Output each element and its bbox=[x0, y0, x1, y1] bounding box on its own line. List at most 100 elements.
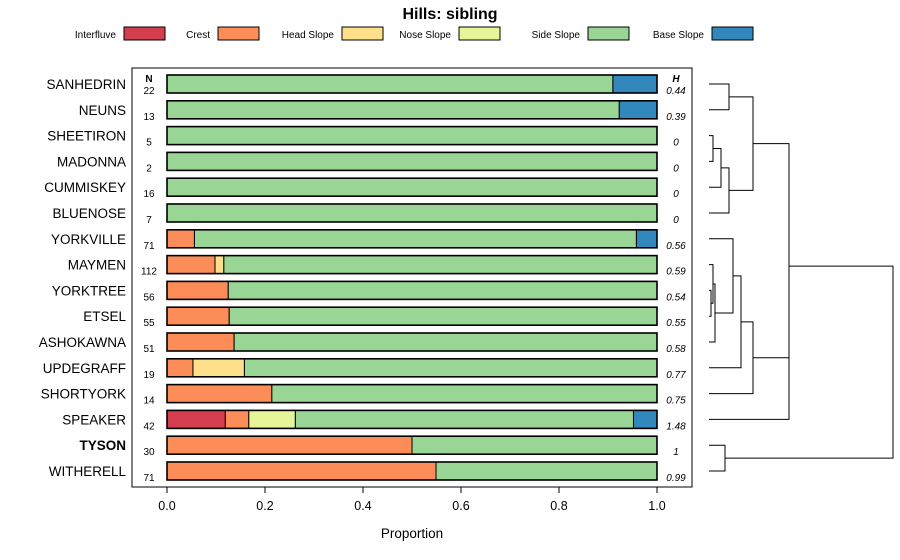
bar-segment-sanhedrin-base-slope bbox=[612, 74, 658, 94]
dendrogram-branch bbox=[709, 83, 730, 111]
bar-outline-yorkville bbox=[166, 229, 658, 249]
row-label-sheetiron: SHEETIRON bbox=[47, 129, 126, 144]
bar-row-witherell: WITHERELL 71 0.99 bbox=[49, 461, 686, 484]
bar-row-yorktree: YORKTREE 56 0.54 bbox=[52, 280, 686, 303]
row-label-yorkville: YORKVILLE bbox=[51, 232, 126, 247]
row-label-shortyork: SHORTYORK bbox=[41, 387, 126, 402]
legend-label-nose-slope: Nose Slope bbox=[399, 30, 451, 41]
bar-outline-sanhedrin bbox=[166, 74, 658, 94]
bar-segment-yorktree-side-slope bbox=[227, 280, 658, 300]
bar-outline-ashokawna bbox=[166, 332, 658, 352]
n-value-updegraff: 19 bbox=[143, 370, 155, 381]
bar-segment-speaker-crest bbox=[224, 409, 250, 429]
bar-outline-yorktree bbox=[166, 280, 658, 301]
bar-segment-etsel-crest bbox=[166, 306, 230, 326]
bar-row-ashokawna: ASHOKAWNA 51 0.58 bbox=[39, 332, 686, 355]
bar-segment-ashokawna-crest bbox=[166, 332, 235, 352]
bar-segment-yorkville-base-slope bbox=[635, 229, 658, 249]
n-value-yorktree: 56 bbox=[143, 292, 155, 303]
row-label-updegraff: UPDEGRAFF bbox=[43, 361, 126, 376]
bar-outline-cummiskey bbox=[166, 177, 658, 197]
n-value-yorkville: 71 bbox=[143, 241, 155, 252]
h-value-cummiskey: 0 bbox=[673, 189, 679, 200]
bar-row-neuns: NEUNS 13 0.39 bbox=[79, 100, 686, 123]
bar-outline-maymen bbox=[166, 254, 658, 275]
row-label-maymen: MAYMEN bbox=[68, 258, 126, 273]
h-value-shortyork: 0.75 bbox=[666, 396, 686, 407]
x-tick-label: 0.8 bbox=[550, 499, 567, 513]
h-value-ashokawna: 0.58 bbox=[666, 344, 686, 355]
bar-segment-neuns-side-slope bbox=[166, 100, 620, 120]
dendrogram-branch bbox=[725, 265, 894, 459]
h-value-neuns: 0.39 bbox=[666, 112, 686, 123]
bar-segment-maymen-side-slope bbox=[223, 255, 658, 275]
bar-row-cummiskey: CUMMISKEY 16 0 bbox=[44, 177, 679, 200]
dendrogram-branch bbox=[709, 444, 726, 472]
n-value-madonna: 2 bbox=[146, 163, 152, 174]
dendrogram-branch bbox=[709, 289, 712, 317]
bar-outline-updegraff bbox=[166, 357, 658, 378]
bar-row-yorkville: YORKVILLE 71 0.56 bbox=[51, 229, 686, 252]
h-value-tyson: 1 bbox=[673, 447, 679, 458]
legend-label-base-slope: Base Slope bbox=[653, 30, 705, 41]
bar-segment-yorkville-crest bbox=[166, 229, 195, 249]
x-axis: 0.0 0.2 0.4 0.6 0.8 1.0 bbox=[158, 487, 666, 513]
bar-segment-tyson-crest bbox=[166, 435, 413, 455]
plot-panel bbox=[131, 67, 693, 488]
chart-title: Hills: sibling bbox=[402, 6, 497, 23]
n-value-witherell: 71 bbox=[143, 473, 155, 484]
bar-outline-neuns bbox=[166, 100, 658, 120]
dendrogram-branch bbox=[709, 283, 716, 343]
row-label-speaker: SPEAKER bbox=[62, 412, 126, 427]
bar-segment-shortyork-crest bbox=[166, 384, 273, 404]
bar-segment-speaker-interfluve bbox=[166, 409, 226, 429]
n-value-tyson: 30 bbox=[143, 447, 155, 458]
bar-outline-madonna bbox=[166, 151, 658, 172]
row-label-tyson: TYSON bbox=[79, 438, 126, 453]
bar-row-tyson: TYSON 30 1 bbox=[79, 435, 679, 458]
h-value-madonna: 0 bbox=[673, 163, 679, 174]
x-tick-label: 1.0 bbox=[648, 499, 665, 513]
bar-segment-neuns-base-slope bbox=[618, 100, 658, 120]
legend-swatch-side-slope bbox=[587, 26, 630, 41]
n-value-sheetiron: 5 bbox=[146, 138, 152, 149]
row-label-etsel: ETSEL bbox=[83, 309, 126, 324]
bar-segment-maymen-crest bbox=[166, 255, 216, 275]
bar-segment-witherell-crest bbox=[166, 461, 437, 481]
bar-segment-shortyork-side-slope bbox=[271, 384, 658, 404]
legend-label-interfluve: Interfluve bbox=[75, 30, 117, 41]
legend-swatch-head-slope bbox=[341, 26, 384, 41]
bar-segment-speaker-base-slope bbox=[632, 409, 658, 429]
bar-segment-cummiskey-side-slope bbox=[166, 177, 658, 197]
n-value-shortyork: 14 bbox=[143, 396, 155, 407]
n-value-speaker: 42 bbox=[143, 421, 155, 432]
bar-segment-etsel-side-slope bbox=[228, 306, 658, 326]
row-label-cummiskey: CUMMISKEY bbox=[44, 180, 126, 195]
bar-outline-shortyork bbox=[166, 383, 658, 404]
h-value-speaker: 1.48 bbox=[666, 421, 686, 432]
row-label-madonna: MADONNA bbox=[57, 154, 126, 169]
row-label-bluenose: BLUENOSE bbox=[52, 206, 126, 221]
n-value-cummiskey: 16 bbox=[143, 189, 155, 200]
legend-swatch-base-slope bbox=[711, 26, 754, 41]
dendrogram-branch bbox=[709, 148, 722, 188]
h-value-bluenose: 0 bbox=[673, 215, 679, 226]
h-value-sanhedrin: 0.44 bbox=[666, 86, 686, 97]
row-label-neuns: NEUNS bbox=[79, 103, 126, 118]
legend-swatch-nose-slope bbox=[458, 26, 501, 41]
bar-outline-tyson bbox=[166, 435, 658, 456]
bar-row-maymen: MAYMEN 112 0.59 bbox=[68, 254, 686, 278]
h-value-sheetiron: 0 bbox=[673, 138, 679, 149]
bar-segment-sheetiron-side-slope bbox=[166, 126, 658, 146]
bar-segment-ashokawna-side-slope bbox=[233, 332, 658, 352]
bar-outline-bluenose bbox=[166, 203, 658, 223]
bar-segment-madonna-side-slope bbox=[166, 151, 658, 171]
n-value-sanhedrin: 22 bbox=[143, 86, 155, 97]
bar-row-etsel: ETSEL 55 0.55 bbox=[83, 306, 686, 329]
n-value-bluenose: 7 bbox=[146, 215, 152, 226]
row-label-witherell: WITHERELL bbox=[49, 464, 127, 479]
dendrogram-branch bbox=[709, 357, 790, 420]
h-value-yorkville: 0.56 bbox=[666, 241, 686, 252]
